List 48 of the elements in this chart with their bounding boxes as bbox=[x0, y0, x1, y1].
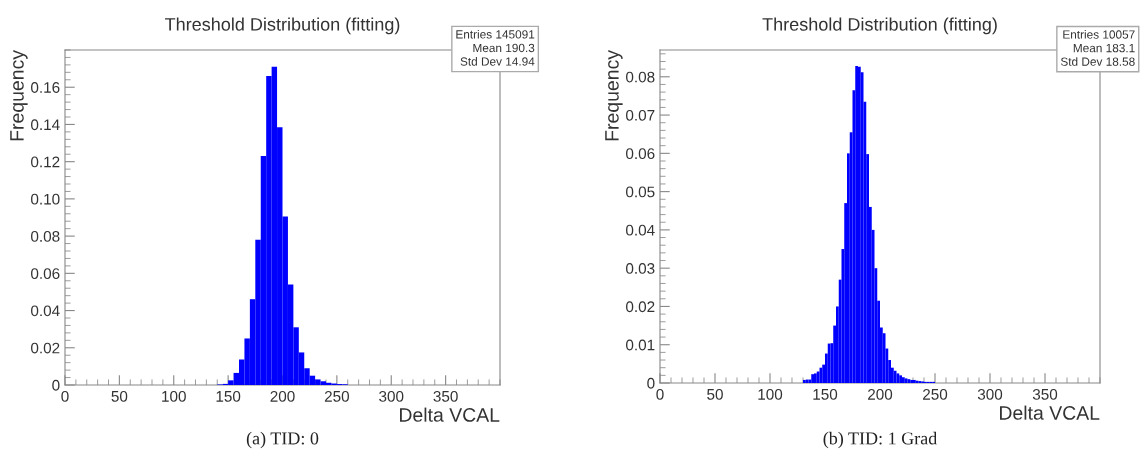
x-tick-label: 50 bbox=[111, 390, 128, 402]
y-tick-label: 0.04 bbox=[31, 305, 60, 317]
annotation: Std Dev 18.58 bbox=[1060, 57, 1135, 66]
y-tick-label: 0.02 bbox=[626, 301, 655, 313]
y-tick-label: 0.08 bbox=[626, 71, 655, 83]
text: Entries 10057 bbox=[1063, 30, 1135, 39]
x-tick-label: 100 bbox=[758, 388, 783, 400]
y-axis-title: Frequency bbox=[10, 50, 28, 141]
y-axis-title: Frequency bbox=[605, 50, 623, 141]
y-tick-label: 0.16 bbox=[31, 82, 60, 93]
x-tick-label: 250 bbox=[324, 390, 350, 402]
x-tick-label: 100 bbox=[162, 390, 186, 402]
y-tick-label: 0.12 bbox=[31, 156, 60, 168]
x-tick-label: 50 bbox=[707, 388, 723, 400]
y-tick-label: 0.05 bbox=[626, 186, 655, 198]
x-tick-label: 300 bbox=[379, 390, 404, 402]
y-tick-label: 0.02 bbox=[31, 342, 60, 354]
text: (b) TID: 1 Grad bbox=[823, 431, 938, 449]
y-tick-label: 0 bbox=[647, 377, 655, 389]
x-tick-label: 350 bbox=[433, 390, 458, 402]
y-tick-label: 0 bbox=[52, 379, 60, 391]
chart-title: Threshold Distribution (fitting) bbox=[762, 17, 997, 35]
y-tick-label: 0.03 bbox=[626, 263, 655, 274]
annotation: Std Dev 14.94 bbox=[460, 57, 535, 66]
x-tick-label: 250 bbox=[923, 388, 948, 400]
y-tick-label: 0.06 bbox=[626, 148, 655, 160]
x-axis-title: Delta VCAL bbox=[1000, 405, 1100, 420]
y-tick-label: 0.06 bbox=[31, 268, 60, 280]
y-tick-label: 0.01 bbox=[626, 339, 655, 351]
annotation: Mean 190.3 bbox=[473, 43, 535, 53]
x-axis-title: Delta VCAL bbox=[400, 407, 500, 422]
y-tick-label: 0.14 bbox=[31, 119, 60, 131]
x-tick-label: 150 bbox=[216, 390, 241, 402]
chart-title: Threshold Distribution (fitting) bbox=[165, 17, 400, 35]
x-tick-label: 300 bbox=[977, 388, 1003, 400]
x-tick-label: 0 bbox=[656, 388, 664, 400]
x-tick-label: 350 bbox=[1032, 388, 1058, 400]
text: (a) TID: 0 bbox=[246, 431, 319, 449]
x-tick-label: 150 bbox=[813, 388, 838, 400]
y-tick-label: 0.10 bbox=[31, 193, 60, 205]
annotation: Mean 183.1 bbox=[1073, 43, 1135, 53]
y-tick-label: 0.04 bbox=[626, 224, 655, 236]
text: Entries 145091 bbox=[456, 29, 535, 39]
x-tick-label: 0 bbox=[61, 390, 69, 402]
x-tick-label: 200 bbox=[270, 390, 295, 402]
y-tick-label: 0.08 bbox=[31, 230, 60, 242]
y-tick-label: 0.07 bbox=[626, 109, 655, 121]
x-tick-label: 200 bbox=[868, 388, 893, 400]
